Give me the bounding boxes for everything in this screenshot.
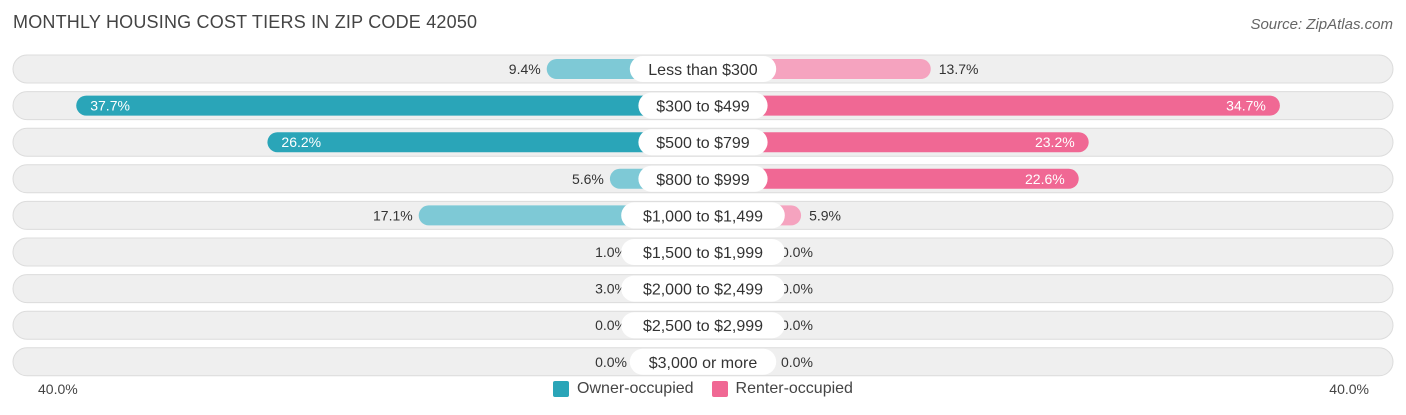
owner-bar — [267, 132, 703, 153]
owner-value-label: 37.7% — [90, 98, 130, 114]
legend-owner-swatch — [553, 381, 570, 397]
renter-value-label: 22.6% — [1025, 171, 1065, 187]
legend-owner: Owner-occupied — [553, 380, 694, 398]
renter-bar — [703, 95, 1280, 116]
axis-right-label: 40.0% — [1329, 381, 1369, 397]
category-pill — [621, 275, 785, 302]
renter-bar — [703, 132, 1089, 153]
owner-value-label: 1.0% — [595, 244, 627, 260]
category-pill — [638, 129, 768, 156]
category-pill — [638, 165, 768, 192]
legend: Owner-occupied Renter-occupied — [0, 380, 1406, 398]
category-label: $300 to $499 — [656, 99, 750, 116]
renter-value-label: 5.9% — [809, 207, 841, 223]
renter-bar — [703, 168, 1079, 189]
owner-value-label: 0.0% — [595, 317, 627, 333]
renter-value-label: 0.0% — [781, 354, 813, 370]
category-label: $2,500 to $2,999 — [643, 318, 763, 335]
housing-cost-chart: 9.4% 13.7% Less than $300 37.7% 34.7% $300 to… — [12, 54, 1394, 377]
owner-value-label: 3.0% — [595, 281, 627, 297]
category-label: $1,000 to $1,499 — [643, 208, 763, 225]
source-attribution: Source: ZipAtlas.com — [1250, 16, 1393, 33]
legend-owner-label: Owner-occupied — [577, 380, 694, 397]
owner-value-label: 5.6% — [572, 171, 604, 187]
renter-value-label: 34.7% — [1226, 98, 1266, 114]
owner-value-label: 9.4% — [509, 61, 541, 77]
owner-value-label: 17.1% — [373, 207, 413, 223]
category-label: Less than $300 — [648, 62, 758, 79]
category-label: $500 to $799 — [656, 135, 750, 152]
category-label: $800 to $999 — [656, 172, 750, 189]
owner-value-label: 26.2% — [281, 134, 321, 150]
category-label: $3,000 or more — [649, 355, 758, 372]
chart-title: MONTHLY HOUSING COST TIERS IN ZIP CODE 4… — [13, 12, 478, 32]
category-label: $2,000 to $2,499 — [643, 282, 763, 299]
renter-value-label: 13.7% — [939, 61, 979, 77]
renter-value-label: 23.2% — [1035, 134, 1075, 150]
owner-bar — [76, 95, 704, 116]
category-pill — [629, 56, 777, 82]
legend-renter: Renter-occupied — [711, 380, 853, 398]
owner-value-label: 0.0% — [595, 354, 627, 370]
legend-renter-swatch — [711, 381, 728, 397]
renter-value-label: 0.0% — [781, 244, 813, 260]
category-label: $1,500 to $1,999 — [643, 245, 763, 262]
legend-renter-label: Renter-occupied — [735, 380, 853, 397]
category-pill — [629, 348, 777, 375]
category-pill — [621, 312, 785, 339]
axis-left-label: 40.0% — [38, 381, 78, 397]
renter-value-label: 0.0% — [781, 281, 813, 297]
renter-value-label: 0.0% — [781, 317, 813, 333]
category-pill — [638, 92, 768, 119]
category-pill — [621, 202, 785, 229]
category-pill — [621, 239, 785, 265]
